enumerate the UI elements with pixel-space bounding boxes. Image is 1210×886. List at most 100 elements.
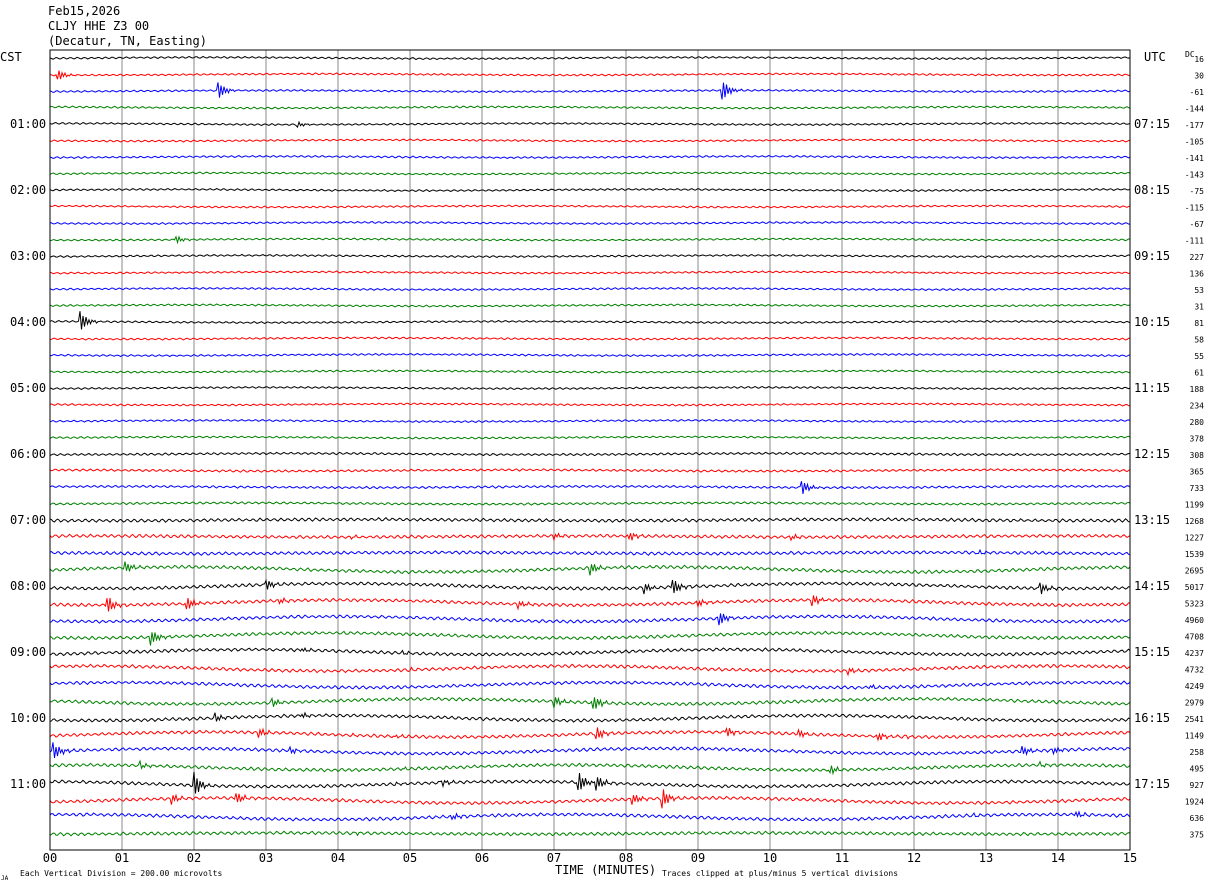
trace-row-22 <box>49 418 1131 424</box>
dc-offset-value: 4732 <box>1185 666 1204 675</box>
cst-hour-label: 11:00 <box>10 777 46 791</box>
dc-offset-value: 30 <box>1194 72 1204 81</box>
trace-row-26 <box>49 481 1131 494</box>
cst-hour-label: 06:00 <box>10 447 46 461</box>
trace-row-29 <box>49 532 1131 542</box>
x-tick-label: 09 <box>691 851 705 865</box>
dc-offset-value: 5017 <box>1185 583 1204 592</box>
trace-row-40 <box>49 711 1131 723</box>
station-location: (Decatur, TN, Easting) <box>48 34 207 48</box>
trace-row-28 <box>49 517 1130 524</box>
dc-offset-value: -61 <box>1190 88 1205 97</box>
trace-row-17 <box>49 336 1130 341</box>
dc-offset-value: 733 <box>1190 484 1205 493</box>
seismic-traces <box>49 55 1131 837</box>
x-tick-label: 01 <box>115 851 129 865</box>
helicorder-date: Feb15,2026 <box>48 4 121 18</box>
dc-offset-value: 81 <box>1194 319 1204 328</box>
x-tick-label: 15 <box>1123 851 1137 865</box>
dc-offset-value: 2695 <box>1185 567 1204 576</box>
trace-row-23 <box>49 435 1131 440</box>
trace-row-12 <box>49 253 1131 259</box>
dc-offset-value: 1199 <box>1185 501 1204 510</box>
dc-offset-value: -144 <box>1185 105 1204 114</box>
dc-offset-value: -111 <box>1185 237 1204 246</box>
dc-offset-value: -177 <box>1185 121 1204 130</box>
utc-hour-label: 10:15 <box>1134 315 1170 329</box>
dc-offset-value: 2979 <box>1185 699 1204 708</box>
trace-row-15 <box>49 303 1131 308</box>
cst-hour-label: 03:00 <box>10 249 46 263</box>
trace-row-16 <box>49 311 1131 330</box>
trace-row-18 <box>49 352 1131 358</box>
trace-row-36 <box>49 646 1131 657</box>
cst-axis-label: CST <box>0 50 22 64</box>
dc-offset-value: 258 <box>1190 748 1205 757</box>
dc-offset-value: 365 <box>1190 468 1205 477</box>
dc-offset-value: 2541 <box>1185 715 1204 724</box>
dc-offset-value: 4708 <box>1185 633 1204 642</box>
trace-row-38 <box>49 680 1131 690</box>
cst-hour-label: 08:00 <box>10 579 46 593</box>
dc-offset-value: -141 <box>1185 154 1204 163</box>
trace-row-33 <box>49 595 1131 612</box>
utc-hour-label: 08:15 <box>1134 183 1170 197</box>
trace-row-20 <box>49 385 1131 391</box>
dc-offset-value: 61 <box>1194 369 1204 378</box>
trace-row-30 <box>49 548 1131 556</box>
dc-offset-value: 5323 <box>1185 600 1204 609</box>
dc-offset-value: 1539 <box>1185 550 1204 559</box>
trace-row-2 <box>49 82 1131 100</box>
trace-row-13 <box>49 270 1131 275</box>
dc-offset-value: 16 <box>1194 55 1204 64</box>
trace-row-46 <box>49 810 1131 822</box>
cst-hour-label: 10:00 <box>10 711 46 725</box>
dc-offset-value: 4960 <box>1185 616 1204 625</box>
utc-hour-label: 11:15 <box>1134 381 1170 395</box>
dc-offset-value: 188 <box>1190 385 1205 394</box>
cst-hour-label: 05:00 <box>10 381 46 395</box>
logo-mark: JA <box>1 875 9 882</box>
x-tick-label: 14 <box>1051 851 1065 865</box>
dc-offset-value: 1227 <box>1185 534 1204 543</box>
trace-row-4 <box>49 120 1131 129</box>
dc-offset-value: 234 <box>1190 402 1205 411</box>
dc-offset-value: 4237 <box>1185 649 1204 658</box>
trace-row-9 <box>49 204 1131 209</box>
scale-note: Each Vertical Division = 200.00 microvol… <box>20 869 222 878</box>
trace-row-37 <box>49 663 1131 677</box>
dc-offset-value: 55 <box>1194 352 1204 361</box>
dc-offset-value: 378 <box>1190 435 1205 444</box>
trace-row-31 <box>49 561 1131 576</box>
trace-row-19 <box>49 369 1131 374</box>
x-tick-label: 11 <box>835 851 849 865</box>
trace-row-27 <box>49 501 1131 506</box>
cst-hour-label: 04:00 <box>10 315 46 329</box>
trace-row-47 <box>49 830 1131 837</box>
dc-offset-value: 636 <box>1190 814 1205 823</box>
trace-row-25 <box>49 468 1131 473</box>
x-tick-label: 06 <box>475 851 489 865</box>
cst-hour-label: 09:00 <box>10 645 46 659</box>
dc-offset-value: -143 <box>1185 171 1204 180</box>
trace-row-39 <box>49 696 1131 709</box>
dc-offset-value: 31 <box>1194 303 1204 312</box>
dc-offset-value: 1149 <box>1185 732 1204 741</box>
dc-offset-value: 4249 <box>1185 682 1204 691</box>
trace-row-42 <box>49 742 1131 758</box>
dc-offset-value: 375 <box>1190 831 1205 840</box>
x-tick-label: 04 <box>331 851 345 865</box>
x-tick-label: 03 <box>259 851 273 865</box>
dc-offset-value: 927 <box>1190 781 1205 790</box>
utc-hour-label: 17:15 <box>1134 777 1170 791</box>
utc-hour-label: 13:15 <box>1134 513 1170 527</box>
dc-offset-value: 227 <box>1190 253 1205 262</box>
dc-offset-value: 58 <box>1194 336 1204 345</box>
x-tick-label: 05 <box>403 851 417 865</box>
x-tick-label: 08 <box>619 851 633 865</box>
utc-hour-label: 07:15 <box>1134 117 1170 131</box>
x-tick-label: 00 <box>43 851 57 865</box>
trace-row-5 <box>49 138 1131 143</box>
utc-hour-label: 12:15 <box>1134 447 1170 461</box>
trace-row-41 <box>49 726 1131 742</box>
